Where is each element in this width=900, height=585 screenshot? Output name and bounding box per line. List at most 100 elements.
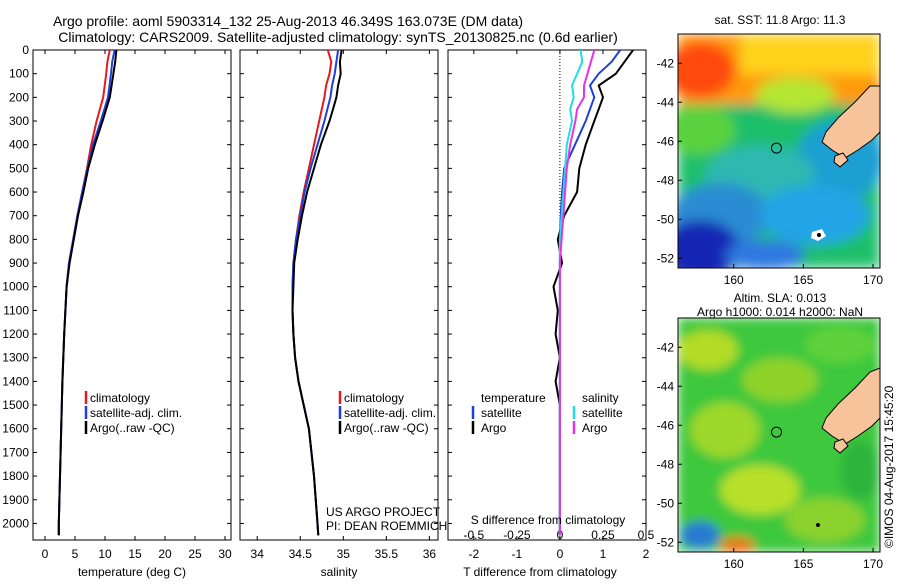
map-lon-tick-label: 160 <box>724 273 744 287</box>
x-tick-label: 25 <box>188 547 202 561</box>
legend-s-satellite-label: satellite <box>582 406 623 420</box>
legend-s-argo-label: Argo <box>582 421 608 435</box>
legend-satellite-label: satellite-adj. clim. <box>344 406 436 420</box>
sla-map-axis-ticks: 160 165 170 -42 -44 -46 -48 -50 -52 <box>657 340 884 571</box>
map-lon-tick-label: 165 <box>793 273 813 287</box>
x-tick-label: 35 <box>337 547 351 561</box>
sst-map-title: sat. SST: 11.8 Argo: 11.3 <box>715 13 846 27</box>
salinity-axis-ticks: 34 34.5 35 35.5 36 <box>251 50 437 561</box>
map-lat-tick-label: -48 <box>657 457 675 471</box>
sla-map-frame <box>677 317 881 553</box>
x-tick-label: 1 <box>600 547 607 561</box>
depth-tick-label: 2000 <box>2 516 29 530</box>
salinity-axis-label: salinity <box>321 565 358 579</box>
legend-salinity-title: salinity <box>582 391 619 405</box>
sla-map-title-line1: Altim. SLA: 0.013 <box>734 291 827 305</box>
legend-t-argo-label: Argo <box>481 421 507 435</box>
difference-legend-temperature: temperature satellite Argo <box>471 391 546 435</box>
depth-tick-label: 300 <box>9 114 29 128</box>
depth-tick-label: 700 <box>9 209 29 223</box>
temperature-axis-label: temperature (deg C) <box>78 565 186 579</box>
depth-tick-label: 200 <box>9 90 29 104</box>
depth-tick-label: 400 <box>9 138 29 152</box>
depth-tick-label: 1600 <box>2 422 29 436</box>
legend-climatology-label: climatology <box>90 391 150 405</box>
sla-land-stewart-island <box>833 438 849 454</box>
salinity-panel: 34 34.5 35 35.5 36 salinity climatology sate… <box>239 49 447 579</box>
depth-tick-label: 1300 <box>2 351 29 365</box>
x-tick-label: 10 <box>98 547 112 561</box>
s-difference-tick-label: -0.5 <box>463 528 484 542</box>
depth-tick-label: 1200 <box>2 327 29 341</box>
difference-depth-ticks <box>448 49 646 524</box>
map-lat-tick-label: -46 <box>657 134 675 148</box>
x-tick-label: 30 <box>218 547 232 561</box>
map-lat-tick-label: -48 <box>657 173 675 187</box>
x-tick-label: 35.5 <box>375 547 399 561</box>
sla-map-panel: Altim. SLA: 0.013 Argo h1000: 0.014 h200… <box>657 291 884 571</box>
sst-land-new-zealand <box>821 85 880 159</box>
salinity-plot-frame <box>239 49 439 541</box>
legend-argo-label: Argo(..raw -QC) <box>90 421 175 435</box>
sla-island-marker <box>816 523 820 527</box>
map-lon-tick-label: 170 <box>863 273 883 287</box>
map-lon-tick-label: 170 <box>863 557 883 571</box>
sst-map-frame <box>677 33 881 269</box>
depth-tick-label: 600 <box>9 185 29 199</box>
depth-tick-label: 0 <box>22 43 29 57</box>
salinity-depth-ticks <box>240 49 438 524</box>
x-tick-label: 34.5 <box>289 547 313 561</box>
map-lat-tick-label: -50 <box>657 212 675 226</box>
sst-island-marker <box>817 233 821 237</box>
s-difference-tick-label: 0.25 <box>591 528 615 542</box>
sst-map-field <box>678 34 880 268</box>
x-tick-label: 0 <box>42 547 49 561</box>
depth-tick-label: 1700 <box>2 445 29 459</box>
project-annotation-line1: US ARGO PROJECT <box>326 505 441 519</box>
difference-plot-frame <box>447 49 647 541</box>
map-lat-tick-label: -52 <box>657 535 675 549</box>
map-lat-tick-label: -42 <box>657 340 675 354</box>
depth-tick-label: 1100 <box>3 303 29 317</box>
sla-land-new-zealand <box>821 367 880 445</box>
x-tick-label: 5 <box>72 547 79 561</box>
map-lat-tick-label: -52 <box>657 251 675 265</box>
map-lon-tick-label: 165 <box>793 557 813 571</box>
sst-map-panel: sat. SST: 11.8 Argo: 11.3 <box>657 13 884 287</box>
t-difference-axis-ticks: -2 -1 0 1 2 <box>468 50 650 561</box>
profile-line-s-argo <box>558 50 596 536</box>
x-tick-label: -1 <box>512 547 523 561</box>
legend-temperature-title: temperature <box>481 391 546 405</box>
depth-tick-label: 1800 <box>2 469 29 483</box>
salinity-legend: climatology satellite-adj. clim. Argo(..… <box>338 391 436 435</box>
map-lat-tick-label: -42 <box>657 56 675 70</box>
s-difference-axis-label: S difference from climatology <box>471 513 626 527</box>
sla-float-position-marker <box>770 426 782 438</box>
imos-credit: ©IMOS 04-Aug-2017 15:45:20 <box>882 385 896 548</box>
x-tick-label: 20 <box>158 547 172 561</box>
x-tick-label: 36 <box>423 547 437 561</box>
difference-profiles <box>552 50 634 536</box>
temperature-panel: 0100200300400500600700800900100011001200… <box>2 43 232 579</box>
depth-tick-label: 1900 <box>2 493 29 507</box>
depth-tick-label: 1400 <box>2 374 29 388</box>
map-lat-tick-label: -44 <box>657 379 675 393</box>
profile-line-argo-raw-qc <box>291 50 343 536</box>
sla-map-field <box>678 318 880 552</box>
x-tick-label: 15 <box>128 547 142 561</box>
x-tick-label: 34 <box>251 547 265 561</box>
map-lat-tick-label: -44 <box>657 95 675 109</box>
figure-title-line1: Argo profile: aoml 5903314_132 25-Aug-20… <box>53 13 523 29</box>
difference-legend-salinity: salinity satellite Argo <box>572 391 623 435</box>
temperature-profiles <box>57 50 118 536</box>
s-difference-tick-label: 0.5 <box>638 528 655 542</box>
x-tick-label: 2 <box>643 547 650 561</box>
depth-tick-label: 800 <box>9 232 29 246</box>
difference-panel: -2 -1 0 1 2 -0.5 -0.25 0 0.25 0.5 S difference f… <box>447 49 655 579</box>
legend-argo-label: Argo(..raw -QC) <box>344 421 429 435</box>
map-lat-tick-label: -46 <box>657 418 675 432</box>
depth-tick-label: 100 <box>9 67 29 81</box>
depth-tick-label: 1500 <box>2 398 29 412</box>
sst-land-stewart-island <box>833 152 849 168</box>
